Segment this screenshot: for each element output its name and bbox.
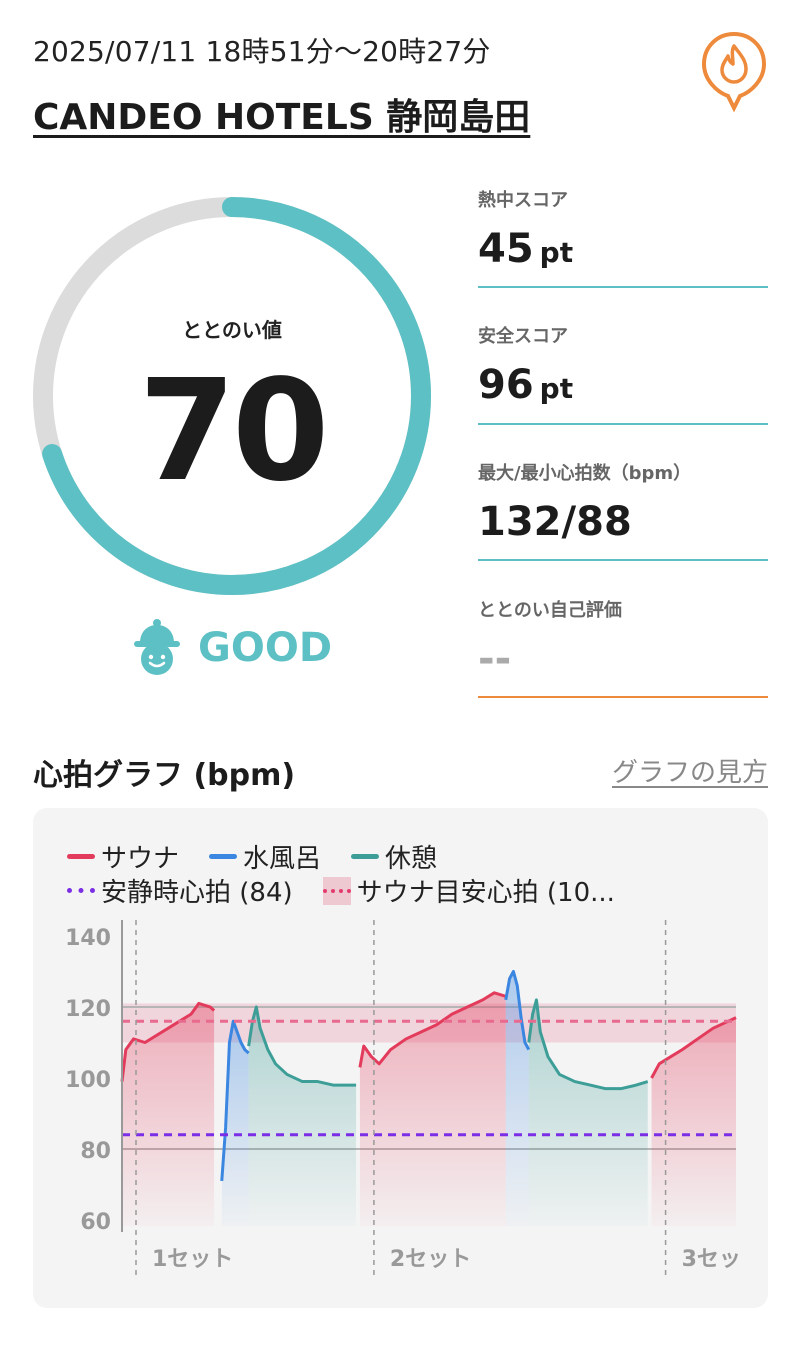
hotel-name-link[interactable]: CANDEO HOTELS 静岡島田: [33, 97, 531, 138]
legend-sauna-label: サウナ: [101, 844, 180, 874]
legend-sauna-target: サウナ目安心拍 (10...: [322, 872, 615, 909]
area-sauna-0: [122, 1003, 215, 1226]
metric-safety-score: 安全スコア 96 pt: [478, 322, 768, 425]
metric-divider: [478, 423, 768, 425]
line-rest-2: [247, 1005, 357, 1087]
legend-resting-hr-swatch: [67, 888, 95, 893]
metric-heat-score: 熱中スコア 45 pt: [478, 186, 768, 288]
metric-divider: [478, 286, 768, 288]
set-label: 1セット: [152, 1247, 233, 1272]
legend-rest: 休憩: [351, 838, 437, 875]
y-tick-label: 100: [65, 1068, 111, 1093]
rating-text: GOOD: [198, 625, 333, 671]
metric-label: ととのい自己評価: [478, 600, 622, 621]
line-rest-5: [527, 998, 649, 1091]
legend-resting-hr: 安静時心拍 (84): [67, 872, 293, 909]
metric-label: 最大/最小心拍数（bpm）: [478, 463, 692, 484]
legend-resting-hr-label: 安静時心拍 (84): [101, 878, 293, 908]
flame-pin-icon[interactable]: [700, 30, 768, 112]
metric-value: --: [478, 636, 512, 682]
metric-label: 安全スコア: [478, 326, 568, 347]
legend-water-bath: 水風呂: [209, 838, 321, 875]
metric-heart-rate: 最大/最小心拍数（bpm） 132/88: [478, 459, 768, 561]
metric-value: 96 pt: [478, 362, 574, 408]
legend-sauna-target-swatch: [322, 876, 351, 905]
gauge-label: ととのい値: [182, 318, 282, 342]
y-tick-label: 80: [80, 1139, 111, 1164]
gauge-value: 70: [138, 350, 330, 513]
area-sauna-6: [651, 1017, 736, 1226]
line-water_bath-1: [220, 1019, 250, 1182]
metric-value: 132/88: [478, 499, 632, 545]
legend-rest-swatch: [351, 854, 380, 859]
graph-guide-link[interactable]: グラフの見方: [611, 758, 768, 788]
metric-label: 熱中スコア: [478, 190, 568, 211]
hat-face-icon: [134, 619, 180, 675]
area-sauna-3: [359, 992, 506, 1226]
legend-sauna: サウナ: [67, 838, 179, 875]
set-label: 3セッ: [682, 1247, 741, 1272]
area-rest-2: [248, 1007, 357, 1226]
legend-rest-label: 休憩: [385, 844, 438, 874]
legend-sauna-target-label: サウナ目安心拍 (10...: [356, 878, 615, 908]
legend-sauna-swatch: [67, 854, 95, 859]
legend-row-phases: サウナ 水風呂 休憩: [67, 838, 467, 875]
gauge-progress-arc: [33, 197, 431, 595]
line-sauna-0: [120, 1001, 216, 1082]
heart-rate-chart: 140 120 100 80 60 1セット 2セット 3セッ: [65, 920, 741, 1278]
line-water_bath-4: [504, 970, 531, 1051]
metric-divider: [478, 696, 768, 698]
y-tick-label: 140: [65, 926, 111, 951]
y-tick-label: 60: [80, 1210, 111, 1235]
area-rest-5: [528, 999, 648, 1226]
legend-water-bath-label: 水風呂: [243, 844, 322, 874]
legend-row-references: 安静時心拍 (84) サウナ目安心拍 (10...: [67, 872, 645, 909]
section-title: 心拍グラフ (bpm): [33, 758, 296, 793]
rating-badge: GOOD: [132, 618, 332, 678]
heart-rate-chart-card: サウナ 水風呂 休憩 安静時心拍 (84) サウナ目安心拍 (10... 140…: [33, 808, 768, 1308]
y-tick-label: 120: [65, 997, 111, 1022]
line-sauna-3: [358, 991, 507, 1068]
legend-water-bath-swatch: [209, 854, 238, 859]
session-datetime: 2025/07/11 18時51分〜20時27分: [33, 35, 491, 68]
set-label: 2セット: [390, 1247, 471, 1272]
totonoi-gauge: [33, 197, 431, 595]
metric-self-evaluation[interactable]: ととのい自己評価 --: [478, 596, 768, 698]
metric-divider: [478, 559, 768, 561]
metric-value: 45 pt: [478, 226, 574, 272]
